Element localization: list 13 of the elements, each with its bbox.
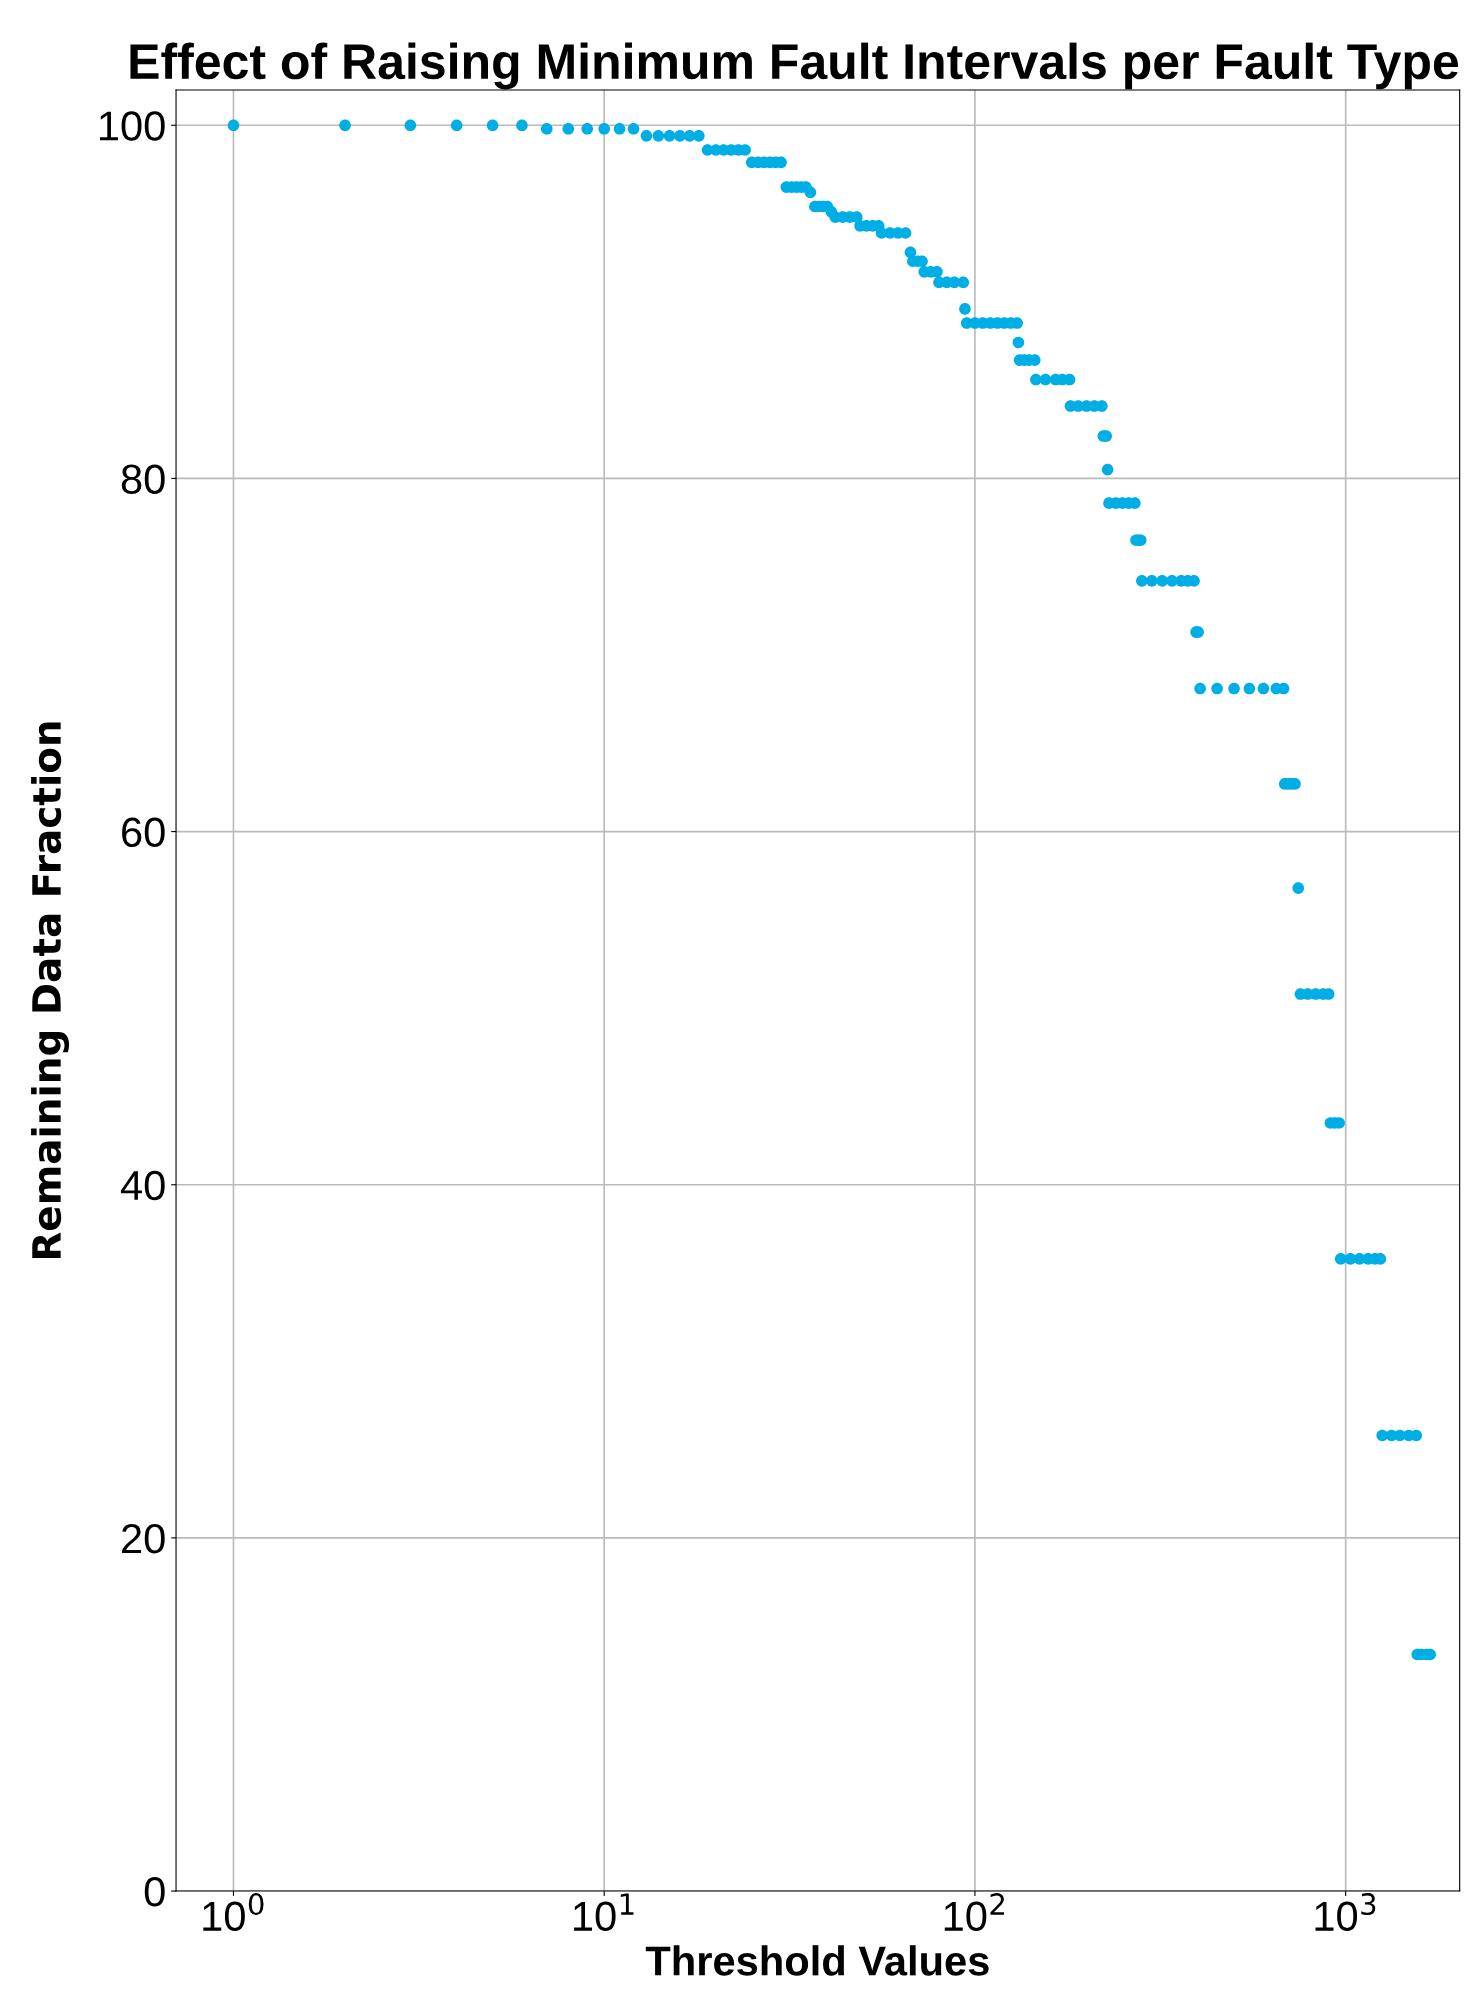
x-tick-label: 10$^{0}$ [203,1893,264,1932]
x-tick-label: 10$^{2}$ [944,1893,1004,1932]
x-tick-label: 10$^{3}$ [1315,1893,1376,1932]
y-tick-label: 0 [144,1877,165,1907]
x-tick-label: 10$^{1}$ [574,1893,634,1932]
y-tick-label: 80 [121,464,165,494]
y-axis-title: Remaining Data Fraction [31,722,70,1259]
y-tick-label: 60 [122,817,165,848]
y-tick-label: 100 [99,111,165,141]
x-axis-title: Threshold Values [645,1945,989,1976]
chart-title: Effect of Raising Minimum Fault Intervals per Fault Type [130,42,1459,90]
y-tick-label: 40 [120,1170,165,1201]
y-tick-label: 20 [122,1523,165,1554]
